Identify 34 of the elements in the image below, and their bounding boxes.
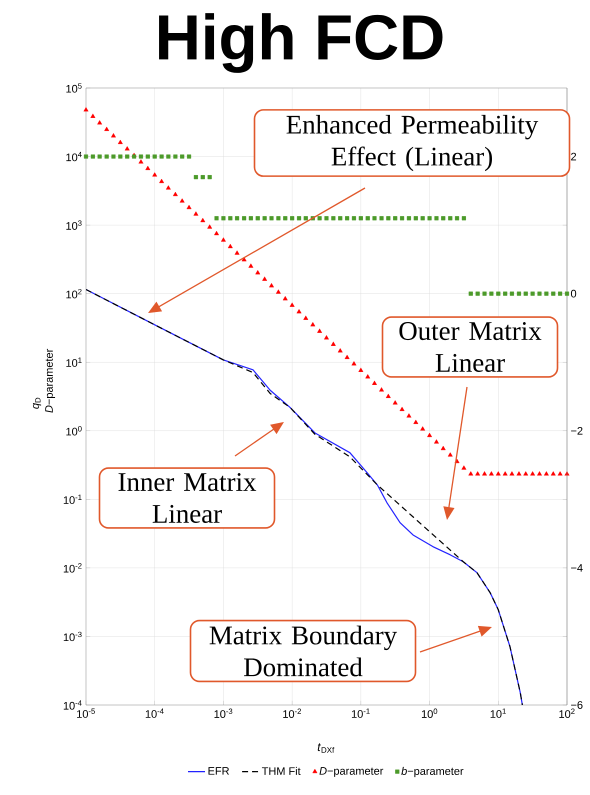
y-tick-label: 10$^{0}$	[66, 426, 82, 436]
x-tick-label: 10$^{-4}$	[146, 708, 164, 718]
y-tick-label: 10$^{3}$	[66, 220, 82, 230]
x-tick-label: 10$^{2}$	[559, 708, 575, 718]
y-tick-label: 10$^{-2}$	[64, 563, 82, 573]
annotation: Matrix Boundary Dominated	[210, 626, 398, 676]
y-tick-label: 10$^{5}$	[66, 83, 82, 93]
x-tick-label: 10$^{-5}$	[77, 708, 95, 718]
y2-tick-label: 0	[570, 290, 576, 298]
y-axis-title: q$_{D}$ D−parameter	[32, 348, 56, 413]
legend-label: b−parameter	[401, 766, 464, 778]
annotation: Outer Matrix Linear	[399, 322, 542, 372]
legend-label: D−parameter	[319, 767, 384, 777]
y-tick-label: 10$^{2}$	[66, 288, 82, 298]
chart-title: High FCD	[159, 13, 442, 73]
y-tick-label: 10$^{-1}$	[64, 494, 82, 504]
x-tick-label: 10$^{-1}$	[352, 708, 370, 718]
x-tick-label: 10$^{1}$	[490, 708, 506, 718]
y-tick-label: 10$^{-4}$	[64, 700, 82, 710]
y2-tick-label: −2	[571, 426, 582, 435]
x-axis-title: t$_{DXf}$	[318, 743, 334, 753]
annotation: Inner Matrix Linear	[118, 473, 256, 523]
y2-tick-label: 2	[571, 152, 576, 160]
y-tick-label: 10$^{-3}$	[64, 632, 82, 642]
x-tick-label: 10$^{-3}$	[214, 708, 232, 718]
legend-label: THM Fit	[262, 766, 301, 775]
x-tick-label: 10$^{-2}$	[283, 708, 302, 718]
x-tick-label: 10$^{0}$	[422, 708, 438, 718]
annotation: Enhanced Permeability Effect (Linear)	[286, 114, 538, 172]
y-tick-label: 10$^{1}$	[66, 358, 82, 367]
legend-label: EFR	[208, 767, 230, 775]
y-tick-label: 10$^{4}$	[66, 152, 82, 162]
y2-tick-label: −4	[571, 564, 583, 572]
y2-tick-label: −6	[571, 701, 583, 709]
